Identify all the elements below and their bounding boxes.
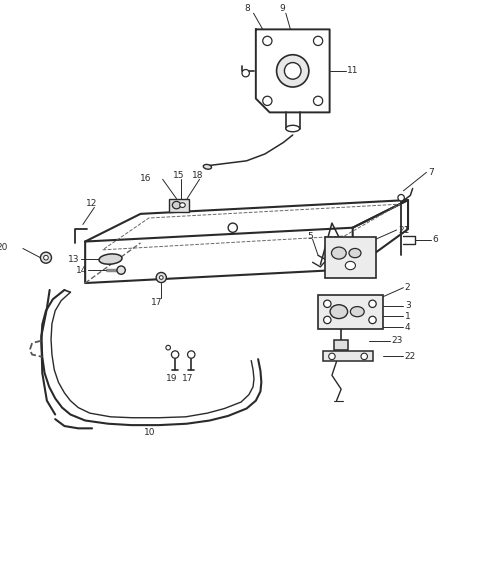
- Bar: [318, 295, 383, 329]
- Circle shape: [369, 300, 376, 307]
- Ellipse shape: [204, 164, 212, 169]
- Circle shape: [242, 69, 250, 77]
- Text: 3: 3: [405, 301, 410, 310]
- Text: 19: 19: [166, 374, 177, 384]
- Circle shape: [329, 353, 335, 360]
- Text: 16: 16: [140, 174, 151, 183]
- Text: 13: 13: [68, 254, 79, 263]
- Circle shape: [285, 63, 301, 79]
- Ellipse shape: [180, 203, 185, 208]
- Text: 20: 20: [0, 243, 8, 252]
- Text: 23: 23: [391, 336, 402, 345]
- Text: 2: 2: [405, 283, 410, 292]
- Text: 1: 1: [405, 312, 410, 320]
- Ellipse shape: [330, 305, 348, 319]
- Circle shape: [166, 345, 170, 350]
- Text: 4: 4: [405, 323, 410, 332]
- Circle shape: [369, 316, 376, 324]
- Circle shape: [361, 353, 368, 360]
- Circle shape: [188, 351, 195, 358]
- Circle shape: [313, 36, 323, 46]
- Ellipse shape: [172, 201, 180, 209]
- Bar: [168, 199, 189, 212]
- Text: 9: 9: [280, 4, 286, 13]
- Text: 12: 12: [86, 199, 98, 208]
- Ellipse shape: [350, 307, 364, 317]
- Text: 22: 22: [405, 352, 416, 361]
- Text: 5: 5: [307, 232, 312, 241]
- Circle shape: [156, 273, 167, 283]
- Text: 17: 17: [151, 298, 162, 307]
- Circle shape: [117, 266, 125, 274]
- Text: 7: 7: [428, 168, 433, 177]
- Text: 11: 11: [347, 67, 359, 75]
- Bar: [334, 340, 348, 350]
- Circle shape: [40, 252, 51, 263]
- Text: 15: 15: [173, 171, 184, 180]
- Circle shape: [398, 195, 404, 201]
- Bar: [325, 237, 376, 278]
- Circle shape: [313, 96, 323, 105]
- Text: 14: 14: [76, 266, 87, 275]
- Circle shape: [263, 36, 272, 46]
- Circle shape: [324, 316, 331, 324]
- Ellipse shape: [345, 261, 356, 270]
- Text: 10: 10: [144, 428, 156, 438]
- Text: 8: 8: [245, 4, 251, 13]
- Text: 18: 18: [192, 171, 204, 180]
- Text: 21: 21: [398, 225, 409, 234]
- Bar: [323, 351, 373, 361]
- Circle shape: [263, 96, 272, 105]
- Circle shape: [276, 55, 309, 87]
- Circle shape: [171, 351, 179, 358]
- Ellipse shape: [349, 249, 361, 258]
- Circle shape: [44, 255, 48, 260]
- Circle shape: [324, 300, 331, 307]
- Circle shape: [159, 275, 163, 279]
- Ellipse shape: [286, 125, 300, 132]
- Circle shape: [228, 223, 238, 232]
- Text: 6: 6: [432, 235, 438, 244]
- Text: 17: 17: [182, 374, 193, 384]
- Ellipse shape: [332, 247, 346, 259]
- Ellipse shape: [99, 254, 122, 264]
